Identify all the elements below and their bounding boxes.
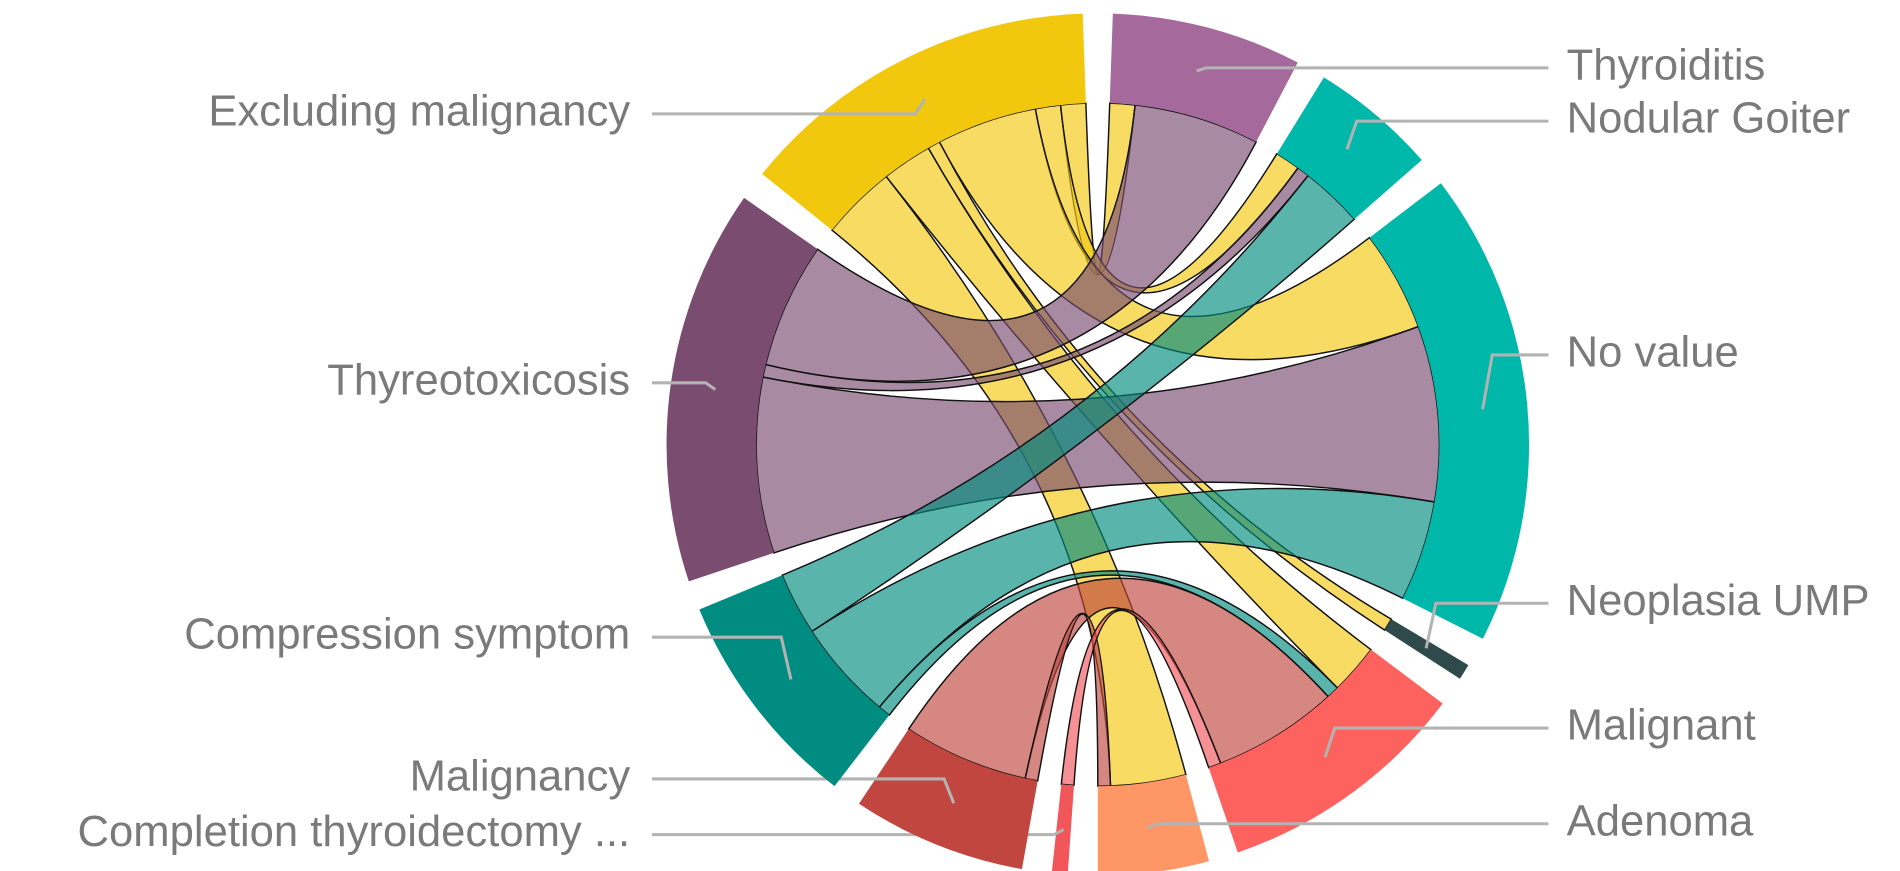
leader-line bbox=[651, 635, 793, 680]
leader-line bbox=[1323, 726, 1549, 758]
leader-line bbox=[651, 828, 1065, 837]
node-label: Thyreotoxicosis bbox=[327, 356, 630, 404]
node-arc bbox=[1369, 183, 1530, 639]
leader-line bbox=[651, 777, 956, 804]
leader-line bbox=[1345, 119, 1549, 150]
node-arc bbox=[1276, 77, 1422, 220]
ribbon bbox=[1024, 612, 1112, 787]
ribbon bbox=[885, 147, 1373, 689]
ribbon bbox=[762, 166, 1310, 392]
ribbon bbox=[907, 577, 1330, 780]
leader-line bbox=[1424, 601, 1549, 649]
node-label: Adenoma bbox=[1567, 797, 1754, 845]
leader-line bbox=[1147, 822, 1549, 830]
leader-line bbox=[1196, 66, 1549, 73]
ribbon bbox=[878, 570, 1339, 717]
node-arc bbox=[1384, 619, 1469, 679]
ribbon bbox=[781, 174, 1356, 633]
node-arc bbox=[859, 729, 1038, 870]
node-label: Completion thyroidectomy ... bbox=[78, 808, 631, 856]
node-label: Neoplasia UMP bbox=[1567, 577, 1870, 625]
ribbons bbox=[755, 102, 1441, 787]
node-label: Thyroiditis bbox=[1567, 41, 1766, 89]
node-arc bbox=[699, 575, 890, 787]
node-label: Compression symptom bbox=[184, 611, 630, 659]
node-arc bbox=[1097, 774, 1210, 871]
node-label: Malignant bbox=[1567, 702, 1756, 750]
node-arc bbox=[1051, 784, 1074, 871]
node-arc bbox=[1109, 13, 1298, 142]
node-label: Nodular Goiter bbox=[1567, 95, 1851, 143]
node-arc bbox=[762, 13, 1086, 231]
node-arc bbox=[666, 197, 818, 582]
node-label: No value bbox=[1567, 328, 1739, 376]
node-label: Malignancy bbox=[410, 752, 631, 800]
leader-line bbox=[1481, 353, 1549, 410]
leader-line bbox=[651, 98, 927, 116]
leader-line bbox=[651, 381, 717, 391]
ribbon bbox=[1060, 608, 1222, 787]
node-label: Excluding malignancy bbox=[208, 87, 630, 135]
